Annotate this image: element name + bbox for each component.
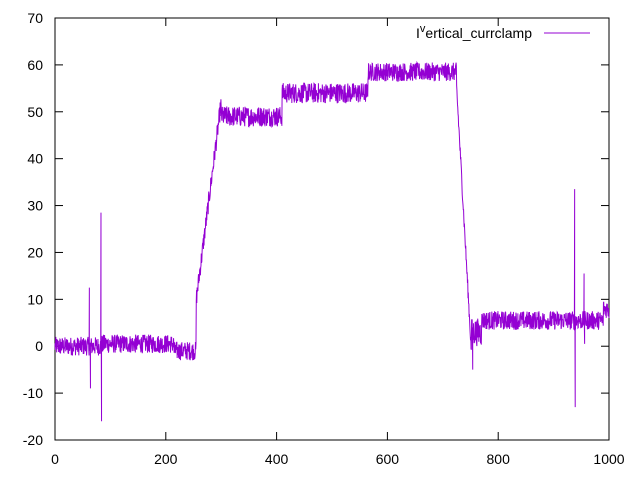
legend: Ivertical_currclamp: [416, 23, 590, 41]
y-tick-label: 40: [27, 151, 43, 167]
y-tick-label: -10: [23, 385, 43, 401]
x-tick-label: 400: [265, 451, 289, 467]
x-tick-label: 600: [376, 451, 400, 467]
legend-label: Ivertical_currclamp: [416, 23, 532, 41]
ticks-layer: 0 200 400 600 800 1000 -20 -10 0 10 20 30 40 50 60 70: [23, 10, 625, 467]
plot-frame: [54, 17, 610, 441]
y-tick-label: 70: [27, 10, 43, 26]
legend-label-superscript: v: [420, 23, 426, 35]
series-layer: [54, 60, 610, 422]
legend-label-suffix: ertical_currclamp: [425, 25, 532, 41]
y-tick-label: 0: [35, 338, 43, 354]
y-tick-label: 10: [27, 291, 43, 307]
legend-label-base: I: [416, 25, 420, 41]
y-tick-label: -20: [23, 432, 43, 448]
x-tick-label: 200: [154, 451, 178, 467]
y-tick-label: 30: [27, 198, 43, 214]
x-tick-label: 0: [51, 451, 59, 467]
y-tick-label: 20: [27, 244, 43, 260]
y-tick-label: 60: [27, 57, 43, 73]
x-tick-label: 1000: [593, 451, 624, 467]
y-tick-label: 50: [27, 104, 43, 120]
x-tick-label: 800: [487, 451, 511, 467]
series-line-vertical-currclamp: [54, 60, 610, 422]
